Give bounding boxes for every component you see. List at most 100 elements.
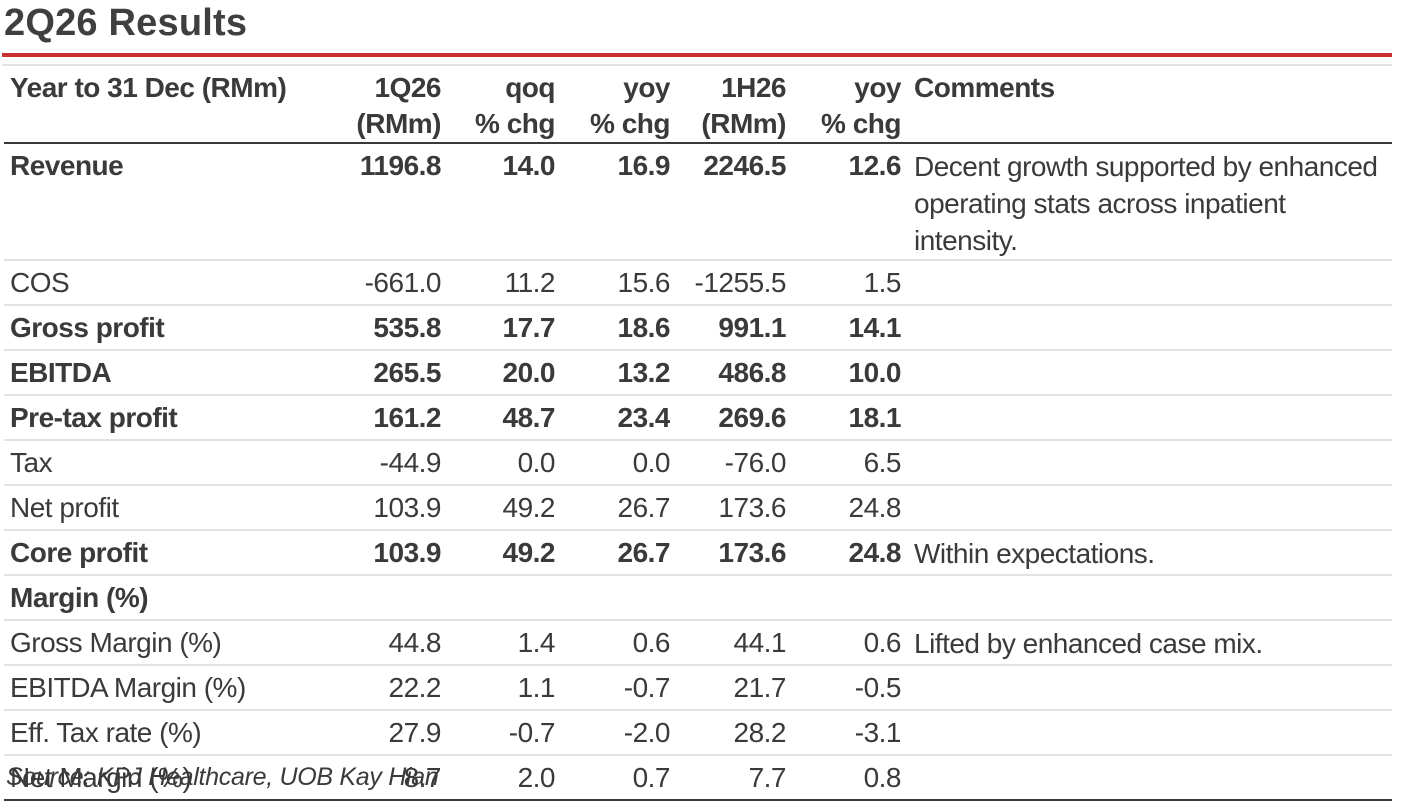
cell-value: 49.2 [441,485,555,531]
cell-value [786,575,901,621]
cell-value: 7.7 [670,755,786,801]
table-row: Core profit 103.9 49.2 26.7 173.6 24.8 W… [4,530,1392,576]
cell-value: 18.1 [786,395,901,441]
table-row: EBITDA 265.5 20.0 13.2 486.8 10.0 [4,350,1392,396]
row-comment [901,395,1392,441]
cell-value: 14.0 [441,143,555,261]
cell-value: 11.2 [441,260,555,306]
cell-value: 24.8 [786,530,901,576]
cell-value: -76.0 [670,440,786,486]
row-label: Core profit [4,530,344,576]
cell-value [670,575,786,621]
cell-value: -0.7 [555,665,670,711]
cell-value: 0.0 [441,440,555,486]
cell-value: 10.0 [786,350,901,396]
cell-value: 265.5 [344,350,441,396]
table-row: Gross profit 535.8 17.7 18.6 991.1 14.1 [4,305,1392,351]
table-row-section-header: Margin (%) [4,575,1392,621]
cell-value: 49.2 [441,530,555,576]
table-row: Net Margin (%) 8.7 2.0 0.7 7.7 0.8 [4,755,1392,801]
cell-value: 1196.8 [344,143,441,261]
cell-value: 26.7 [555,485,670,531]
cell-value: 1.5 [786,260,901,306]
row-label: Revenue [4,143,344,261]
results-table: Year to 31 Dec (RMm) 1Q26 (RMm) qoq% chg … [4,68,1392,801]
cell-value: 1.1 [441,665,555,711]
row-comment: Within expectations. [901,530,1392,576]
header-col-yoy-1h: yoy% chg [786,68,901,144]
row-label: Margin (%) [4,575,344,621]
title-accent-rule [2,53,1392,57]
header-col-1q26: 1Q26 (RMm) [344,68,441,144]
cell-value [441,575,555,621]
row-comment [901,665,1392,711]
cell-value: -1255.5 [670,260,786,306]
table-row: Net profit 103.9 49.2 26.7 173.6 24.8 [4,485,1392,531]
row-label: Gross profit [4,305,344,351]
header-col-1h26: 1H26 (RMm) [670,68,786,144]
cell-value: 21.7 [670,665,786,711]
cell-value: 2246.5 [670,143,786,261]
row-comment: Lifted by enhanced case mix. [901,620,1392,666]
header-col-yoy: yoy% chg [555,68,670,144]
header-col-qoq: qoq% chg [441,68,555,144]
cell-value: 23.4 [555,395,670,441]
row-comment [901,755,1392,801]
cell-value: 26.7 [555,530,670,576]
table-row: Eff. Tax rate (%) 27.9 -0.7 -2.0 28.2 -3… [4,710,1392,756]
cell-value: 14.1 [786,305,901,351]
row-comment [901,440,1392,486]
cell-value: -661.0 [344,260,441,306]
cell-value: -44.9 [344,440,441,486]
cell-value: 17.7 [441,305,555,351]
cell-value: 2.0 [441,755,555,801]
cell-value: 0.0 [555,440,670,486]
cell-value: 8.7 [344,755,441,801]
title-divider [2,64,1392,66]
row-label: Pre-tax profit [4,395,344,441]
cell-value: 13.2 [555,350,670,396]
cell-value: -3.1 [786,710,901,756]
cell-value: 18.6 [555,305,670,351]
row-label: Eff. Tax rate (%) [4,710,344,756]
row-label: COS [4,260,344,306]
table-body: Revenue 1196.8 14.0 16.9 2246.5 12.6 Dec… [4,143,1392,801]
table-row: COS -661.0 11.2 15.6 -1255.5 1.5 [4,260,1392,306]
cell-value: 44.8 [344,620,441,666]
row-label: EBITDA Margin (%) [4,665,344,711]
cell-value: 535.8 [344,305,441,351]
row-comment [901,485,1392,531]
cell-value: 173.6 [670,485,786,531]
cell-value: 486.8 [670,350,786,396]
row-comment [901,350,1392,396]
cell-value: 103.9 [344,530,441,576]
cell-value: 20.0 [441,350,555,396]
cell-value [344,575,441,621]
row-label: Gross Margin (%) [4,620,344,666]
table-row: Pre-tax profit 161.2 48.7 23.4 269.6 18.… [4,395,1392,441]
header-label: Year to 31 Dec (RMm) [4,68,344,144]
row-comment [901,260,1392,306]
table-row: Tax -44.9 0.0 0.0 -76.0 6.5 [4,440,1392,486]
cell-value: 6.5 [786,440,901,486]
cell-value: 15.6 [555,260,670,306]
header-row: Year to 31 Dec (RMm) 1Q26 (RMm) qoq% chg … [4,68,1392,144]
row-label: Net Margin (%) [4,755,344,801]
cell-value: 24.8 [786,485,901,531]
cell-value: 27.9 [344,710,441,756]
cell-value: 22.2 [344,665,441,711]
cell-value: 1.4 [441,620,555,666]
row-comment: Decent growth supported by enhanced oper… [901,143,1392,261]
cell-value: 44.1 [670,620,786,666]
header-comments: Comments [901,68,1392,144]
table-header: Year to 31 Dec (RMm) 1Q26 (RMm) qoq% chg … [4,68,1392,144]
cell-value: 103.9 [344,485,441,531]
page-title: 2Q26 Results [4,2,248,44]
cell-value: 0.6 [786,620,901,666]
source-note: Source: KPJ Healthcare, UOB Kay Hian [6,763,439,791]
cell-value: 12.6 [786,143,901,261]
row-comment [901,305,1392,351]
cell-value: 269.6 [670,395,786,441]
table-row: Gross Margin (%) 44.8 1.4 0.6 44.1 0.6 L… [4,620,1392,666]
row-label: Net profit [4,485,344,531]
